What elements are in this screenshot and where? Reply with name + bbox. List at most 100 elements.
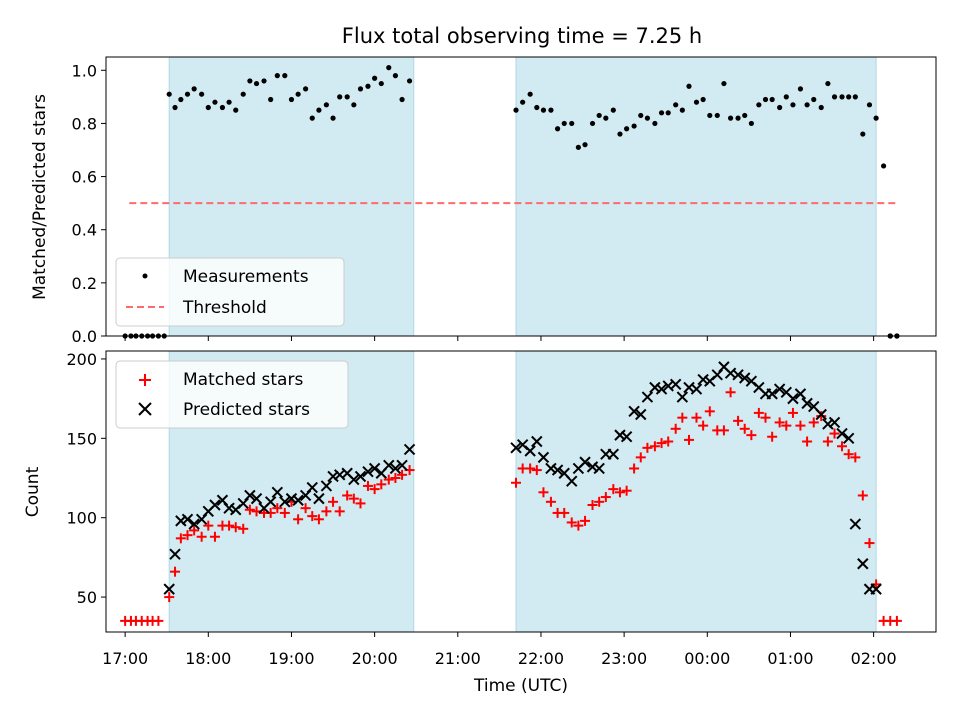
predicted-star-point	[209, 499, 221, 511]
matched-star-point	[739, 423, 750, 434]
predicted-star-stroke-b	[327, 470, 339, 483]
matched-star-point	[891, 615, 902, 626]
matched-star-point	[196, 531, 207, 542]
matched-star-point	[691, 412, 702, 423]
matched-star-point	[781, 420, 792, 431]
predicted-star-point	[362, 465, 374, 478]
predicted-star-point	[368, 462, 381, 475]
matched-star-point	[189, 525, 200, 536]
top-ytick-label: 0.6	[72, 168, 97, 187]
predicted-star-point	[244, 489, 256, 502]
matched-star-point	[774, 417, 785, 428]
matched-star-point	[209, 531, 220, 542]
bottom-ylabel: Count	[23, 466, 43, 517]
predicted-star-point	[545, 462, 557, 475]
predicted-star-stroke-b	[620, 431, 633, 443]
predicted-star-point	[223, 502, 235, 514]
predicted-star-point	[739, 372, 751, 384]
predicted-star-point	[649, 381, 661, 394]
measurement-point	[638, 112, 644, 119]
measurement-point	[191, 86, 197, 92]
measurement-point	[673, 102, 679, 108]
matched-star-point	[307, 511, 318, 522]
predicted-star-stroke-b	[516, 438, 529, 451]
matched-star-point	[629, 463, 640, 474]
measurement-point	[825, 80, 831, 87]
measurement-point	[804, 102, 810, 108]
measurement-point	[644, 115, 651, 121]
measurement-point	[652, 120, 658, 127]
predicted-star-point	[849, 518, 862, 530]
xtick-label: 00:00	[684, 649, 730, 668]
predicted-star-point	[354, 470, 367, 483]
measurement-point	[610, 107, 616, 113]
predicted-star-point	[586, 461, 599, 473]
measurement-point	[624, 126, 630, 132]
matched-star-point	[525, 463, 536, 474]
measurement-point	[596, 112, 602, 119]
predicted-star-point	[842, 432, 855, 445]
measurement-point	[378, 80, 384, 87]
predicted-star-stroke-b	[849, 518, 862, 530]
measurement-point	[589, 120, 596, 127]
measurement-point	[166, 91, 172, 97]
matched-star-point	[746, 430, 757, 441]
xtick-label: 19:00	[268, 649, 314, 668]
predicted-star-point	[690, 383, 703, 395]
predicted-star-point	[669, 378, 682, 391]
predicted-star-point	[175, 515, 187, 527]
predicted-star-stroke-b	[403, 443, 416, 456]
measurement-point	[274, 73, 280, 79]
predicted-star-stroke-b	[732, 369, 744, 381]
matched-star-point	[397, 469, 408, 480]
predicted-star-stroke-b	[870, 583, 882, 595]
measurement-point	[527, 91, 533, 97]
matched-star-point	[566, 517, 577, 528]
predicted-star-stroke-b	[655, 383, 668, 395]
matched-star-point	[230, 522, 241, 533]
measurement-point	[365, 83, 371, 89]
measurement-point	[357, 86, 364, 92]
predicted-star-stroke-b	[828, 416, 841, 429]
predicted-star-point	[766, 388, 778, 400]
predicted-star-stroke-b	[551, 464, 564, 476]
measurement-point	[288, 96, 295, 103]
measurement-point	[540, 107, 547, 113]
predicted-star-point	[822, 418, 834, 430]
legend-matched-marker	[139, 374, 151, 386]
measurement-point	[721, 80, 727, 87]
legend-predicted-label: Predicted stars	[183, 400, 310, 420]
predicted-star-stroke-b	[389, 462, 402, 475]
matched-star-point	[795, 420, 806, 431]
measurement-point	[569, 120, 575, 127]
predicted-star-stroke-b	[628, 405, 640, 418]
predicted-star-stroke-b	[209, 499, 221, 511]
predicted-star-stroke-b	[188, 518, 200, 530]
predicted-star-stroke-b	[216, 494, 229, 506]
predicted-star-stroke-b	[607, 448, 620, 460]
xtick-label: 23:00	[601, 649, 647, 668]
predicted-star-stroke-b	[842, 432, 855, 445]
matched-star-point	[698, 420, 709, 431]
predicted-star-point	[857, 558, 869, 570]
matched-star-point	[362, 480, 373, 491]
matched-star-point	[733, 415, 744, 426]
matched-star-point	[670, 423, 681, 434]
predicted-star-stroke-b	[333, 469, 346, 481]
measurement-point	[860, 131, 866, 137]
top-legend-box	[115, 257, 345, 327]
measurement-point	[575, 144, 581, 150]
top-ytick-label: 0.0	[72, 327, 97, 346]
xtick-label: 18:00	[185, 649, 231, 668]
bottom-observing-window	[515, 350, 877, 633]
measurement-point	[790, 102, 796, 108]
predicted-star-stroke-b	[745, 375, 758, 387]
top-axis-ticks: 0.0 0.2 0.4 0.6 0.8 1.0	[72, 61, 875, 346]
predicted-star-point	[635, 408, 647, 421]
matched-star-point	[244, 504, 255, 515]
predicted-star-stroke-b	[223, 502, 235, 514]
predicted-star-stroke-b	[264, 496, 277, 508]
predicted-star-stroke-b	[181, 513, 194, 525]
measurement-point	[742, 112, 748, 119]
